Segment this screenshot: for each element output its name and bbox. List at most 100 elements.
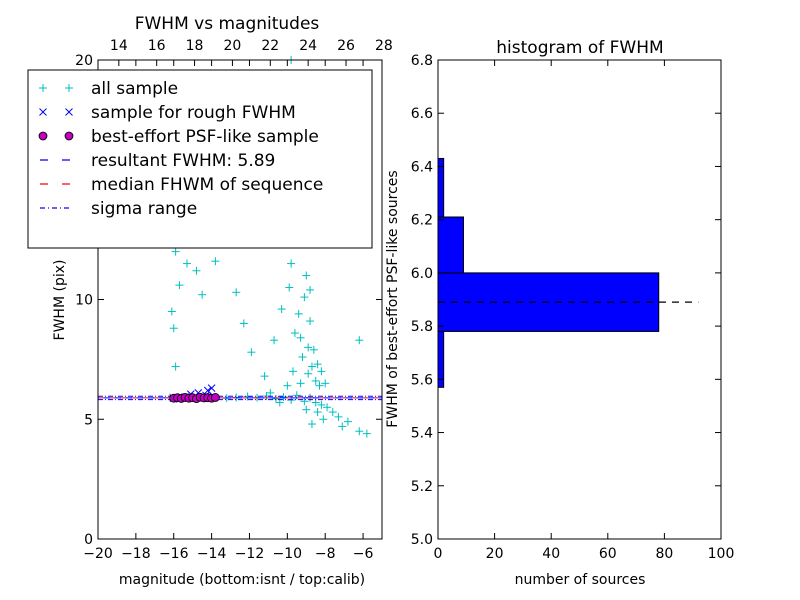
all-sample-point — [296, 379, 305, 388]
all-sample-point — [304, 369, 313, 378]
legend-entry: sample for rough FWHM — [39, 103, 296, 123]
x-tick-label: −20 — [83, 546, 113, 562]
legend-label: all sample — [91, 79, 178, 99]
all-sample-point — [289, 367, 298, 376]
all-sample-point — [175, 281, 184, 290]
all-sample-point — [169, 324, 178, 333]
rough-sample-point — [203, 386, 212, 395]
all-sample-point — [311, 376, 320, 385]
all-sample-point — [300, 293, 309, 302]
all-sample-point — [171, 362, 180, 371]
all-sample-point — [313, 360, 322, 369]
all-sample-point — [343, 417, 352, 426]
legend-label: resultant FWHM: 5.89 — [91, 151, 275, 171]
all-sample-point — [260, 372, 269, 381]
y-tick-label: 5.6 — [411, 372, 433, 388]
top-tick-label: 20 — [224, 38, 242, 54]
y-tick-label: 6.2 — [411, 213, 433, 229]
x-tick-label: −18 — [121, 546, 151, 562]
y-tick-label: 20 — [75, 53, 93, 69]
y-tick-label: 5 — [84, 412, 93, 428]
all-sample-point — [309, 345, 318, 354]
scatter-plot-area — [98, 56, 382, 438]
y-tick-label: 6.8 — [411, 53, 433, 69]
x-tick-label: 100 — [708, 546, 735, 562]
legend-label: sigma range — [91, 199, 197, 219]
x-tick-label: −6 — [353, 546, 374, 562]
legend-entry: sigma range — [40, 199, 197, 219]
y-tick-label: 5.0 — [411, 532, 433, 548]
all-sample-point — [270, 336, 279, 345]
all-sample-point — [323, 403, 332, 412]
all-sample-point — [315, 381, 324, 390]
legend-marker — [38, 131, 48, 141]
top-tick-label: 16 — [148, 38, 166, 54]
legend-entry: resultant FWHM: 5.89 — [40, 151, 275, 171]
all-sample-point — [182, 259, 191, 268]
all-sample-point — [279, 392, 288, 401]
x-tick-label: 60 — [599, 546, 617, 562]
all-sample-point — [239, 319, 248, 328]
histogram-title: histogram of FWHM — [496, 38, 663, 58]
y-tick-label: 5.2 — [411, 479, 433, 495]
all-sample-point — [306, 285, 315, 294]
y-tick-label: 6.4 — [411, 159, 433, 175]
scatter-x-label: magnitude (bottom:isnt / top:calib) — [119, 572, 365, 588]
top-tick-label: 14 — [110, 38, 128, 54]
all-sample-point — [304, 343, 313, 352]
histogram-bar — [437, 157, 445, 218]
all-sample-point — [302, 405, 311, 414]
all-sample-point — [319, 415, 328, 424]
y-tick-label: 0 — [84, 532, 93, 548]
histogram-y-ticks: 5.0 5.2 5.4 5.6 5.8 6.0 6.2 6.4 6.6 6.8 — [411, 53, 721, 548]
legend-marker — [65, 108, 73, 116]
scatter-x-ticks: −20 −18 −16 −14 −12 −10 −8 −6 — [83, 60, 373, 562]
scatter-y-label: FWHM (pix) — [52, 260, 68, 341]
legend-label: sample for rough FWHM — [91, 103, 296, 123]
all-sample-point — [355, 427, 364, 436]
top-tick-label: 18 — [186, 38, 204, 54]
all-sample-point — [247, 348, 256, 357]
rough-sample-point — [207, 384, 216, 392]
scatter-panel: FWHM vs magnitudes −20 −18 −16 −14 −12 −10 −8−… — [27, 14, 393, 588]
x-tick-label: −12 — [235, 546, 265, 562]
histogram-x-label: number of sources — [515, 572, 646, 588]
scatter-title: FWHM vs magnitudes — [135, 14, 320, 34]
all-sample-point — [362, 429, 371, 438]
all-sample-point — [167, 307, 176, 316]
top-tick-label: 26 — [337, 38, 355, 54]
scatter-y-ticks: 0 5 10 20 — [75, 53, 382, 548]
legend-label: best-effort PSF-like sample — [91, 127, 319, 147]
all-sample-point — [355, 336, 364, 345]
all-sample-point — [283, 381, 292, 390]
legend-marker — [64, 131, 74, 141]
legend-entry: median FHWM of sequence — [40, 175, 323, 195]
all-sample-point — [317, 367, 326, 376]
y-tick-label: 5.4 — [411, 426, 433, 442]
histogram-y-label: FWHM of best-effort PSF-like sources — [385, 170, 401, 427]
scatter-top-ticks: 14 16 18 20 22 24 26 28 — [110, 38, 393, 66]
all-sample-point — [317, 400, 326, 409]
x-tick-label: 20 — [486, 546, 504, 562]
y-tick-label: 6.6 — [411, 106, 433, 122]
all-sample-point — [287, 259, 296, 268]
top-tick-label: 22 — [261, 38, 279, 54]
all-sample-point — [298, 352, 307, 361]
legend-marker — [65, 84, 73, 92]
all-sample-point — [300, 397, 309, 406]
legend-box — [27, 69, 373, 249]
psf-sample-point — [210, 393, 220, 402]
all-sample-point — [328, 408, 337, 417]
x-tick-label: 40 — [542, 546, 560, 562]
x-tick-label: 0 — [434, 546, 443, 562]
all-sample-point — [313, 408, 322, 417]
all-sample-point — [192, 266, 201, 275]
scatter-legend: all sample sample for rough FWHM best-effo… — [27, 69, 373, 249]
all-sample-point — [338, 422, 347, 431]
y-tick-label: 10 — [75, 293, 93, 309]
histogram-plot-area — [437, 157, 699, 388]
all-sample-point — [294, 309, 303, 318]
x-tick-label: −16 — [159, 546, 189, 562]
legend-marker — [39, 84, 47, 92]
x-tick-label: −14 — [197, 546, 227, 562]
